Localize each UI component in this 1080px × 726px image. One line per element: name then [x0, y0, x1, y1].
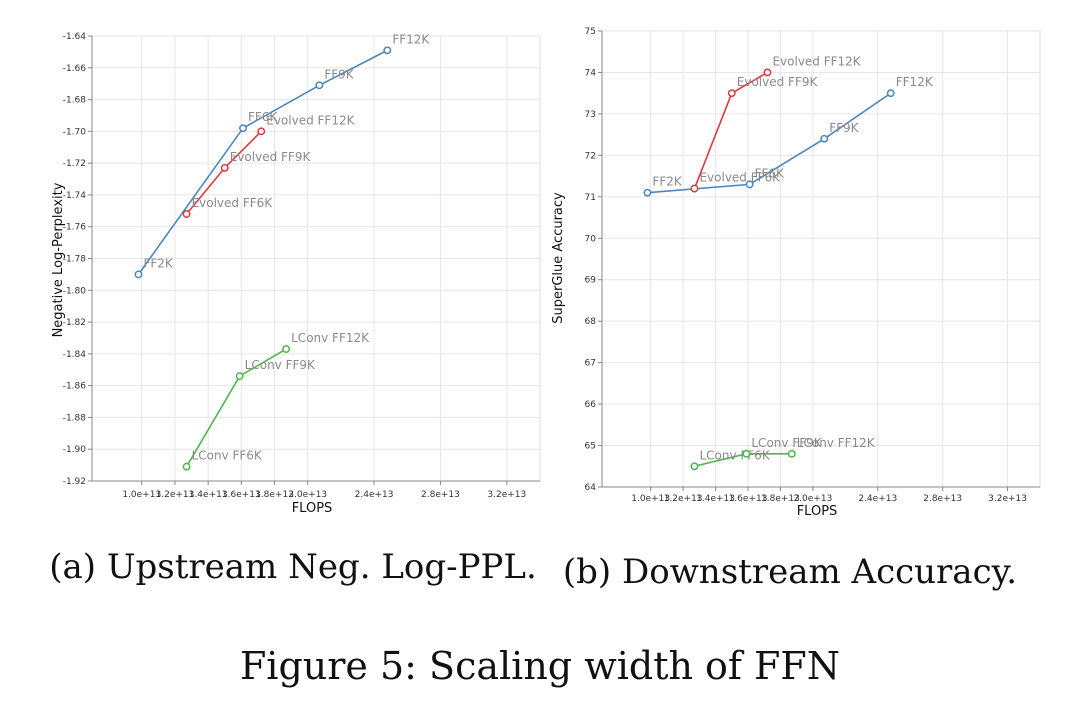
y-tick-label: -1.86 — [63, 382, 87, 392]
subcaption-a: (a) Upstream Neg. Log-PPL. — [49, 547, 537, 587]
y-tick-label: 75 — [585, 27, 596, 37]
x-tick-label: 1.2e+13 — [156, 490, 195, 500]
plot-frame — [601, 30, 1041, 488]
y-tick-label: -1.66 — [63, 64, 87, 74]
x-tick-label: 1.6e+13 — [729, 494, 768, 504]
chart-upstream-neg-log-ppl: -1.64 -1.66 -1.68 -1.70 -1.72 -1.74 -1.76 -1.78… — [51, 32, 541, 516]
data-point — [787, 449, 796, 458]
y-tick-label: -1.74 — [63, 191, 87, 201]
y-tick-label: -1.88 — [63, 413, 87, 423]
data-point — [257, 127, 266, 136]
point-label: LConv FF9K — [245, 358, 316, 372]
data-point — [690, 184, 699, 193]
y-tick-label: 64 — [585, 483, 597, 493]
y-tick-label: -1.76 — [63, 223, 87, 233]
point-label: LConv FF12K — [291, 331, 370, 345]
y-tick-label: -1.68 — [63, 96, 87, 106]
x-tick-label: 2.8e+13 — [421, 490, 460, 500]
data-point — [182, 210, 191, 218]
data-point — [643, 188, 652, 197]
data-point — [134, 270, 143, 279]
data-point — [886, 89, 895, 98]
point-label: Evolved FF9K — [737, 75, 819, 89]
data-point — [282, 345, 291, 354]
point-label: LConv FF6K — [699, 448, 770, 462]
x-tick-label: 1.4e+13 — [189, 490, 228, 500]
x-tick-label: 2.4e+13 — [858, 494, 897, 504]
data-point — [239, 124, 247, 133]
x-axis-label: FLOPS — [292, 501, 333, 516]
data-point — [383, 46, 392, 55]
data-point — [763, 68, 772, 77]
y-tick-label: 67 — [585, 359, 596, 369]
y-tick-label: -1.70 — [63, 127, 87, 137]
data-point — [690, 462, 699, 471]
x-tick-label: 2.8e+13 — [923, 494, 962, 504]
point-label: FF9K — [324, 67, 354, 81]
point-label: LConv FF9K — [751, 436, 822, 450]
data-point — [220, 163, 229, 172]
y-tick-label: 71 — [585, 193, 596, 203]
data-point — [727, 89, 736, 98]
x-tick-label: 2.4e+13 — [355, 490, 394, 500]
y-tick-label: -1.84 — [63, 350, 87, 360]
data-point — [315, 81, 324, 90]
x-axis-label: FLOPS — [797, 504, 838, 519]
point-label: Evolved FF12K — [772, 54, 861, 68]
subcaption-b: (b) Downstream Accuracy. — [563, 552, 1017, 592]
point-label: Evolved FF9K — [230, 150, 312, 164]
point-label: Evolved FF6K — [192, 196, 274, 210]
x-tick-label: 1.2e+13 — [664, 494, 703, 504]
y-tick-label: -1.90 — [63, 445, 87, 455]
y-axis-label: SuperGlue Accuracy — [551, 192, 566, 324]
y-tick-label: 73 — [585, 110, 596, 120]
x-tick-label: 1.6e+13 — [222, 490, 261, 500]
data-point — [742, 449, 751, 458]
point-label: FF9K — [829, 121, 859, 135]
chart-downstream-accuracy: 6465666768697071727374751.0e+131.2e+131.… — [551, 27, 1041, 519]
y-tick-label: 66 — [585, 400, 597, 410]
x-tick-label: 3.2e+13 — [988, 494, 1027, 504]
point-label: LConv FF6K — [192, 449, 263, 463]
data-point — [820, 134, 829, 143]
y-tick-label: -1.64 — [63, 32, 87, 42]
y-tick-label: 69 — [585, 276, 597, 286]
point-label: FF12K — [392, 32, 430, 46]
point-label: FF2K — [143, 256, 173, 270]
point-label: FF12K — [896, 75, 934, 89]
point-label: FF6K — [755, 166, 785, 180]
series-line — [137, 49, 388, 275]
figure-caption: Figure 5: Scaling width of FFN — [240, 644, 840, 688]
data-point — [182, 462, 191, 471]
x-tick-label: 1.8e+13 — [761, 494, 800, 504]
y-tick-label: -1.72 — [63, 159, 86, 169]
y-tick-label: 74 — [585, 68, 597, 78]
y-tick-label: 68 — [585, 317, 597, 327]
x-tick-label: 1.0e+13 — [631, 494, 670, 504]
x-tick-label: 1.8e+13 — [255, 490, 294, 500]
x-tick-label: 1.0e+13 — [122, 490, 161, 500]
x-tick-label: 1.4e+13 — [696, 494, 735, 504]
series-line — [647, 92, 892, 194]
y-tick-label: -1.78 — [63, 255, 87, 265]
y-tick-label: -1.82 — [63, 318, 86, 328]
y-axis-label: Negative Log-Perplexity — [51, 182, 66, 337]
y-tick-label: 65 — [585, 442, 596, 452]
point-label: LConv FF12K — [797, 436, 876, 450]
point-label: FF6K — [248, 110, 278, 124]
y-tick-label: 70 — [585, 234, 597, 244]
x-tick-label: 2.0e+13 — [793, 494, 832, 504]
y-tick-label: -1.80 — [63, 286, 87, 296]
point-label: Evolved FF12K — [266, 113, 355, 127]
y-tick-label: 72 — [585, 151, 596, 161]
data-point — [745, 180, 754, 189]
y-tick-label: -1.92 — [63, 477, 86, 487]
x-tick-label: 2.0e+13 — [288, 490, 327, 500]
x-tick-label: 3.2e+13 — [487, 490, 526, 500]
data-point — [235, 372, 244, 381]
point-label: Evolved FF6K — [699, 171, 781, 185]
point-label: FF2K — [652, 175, 682, 189]
